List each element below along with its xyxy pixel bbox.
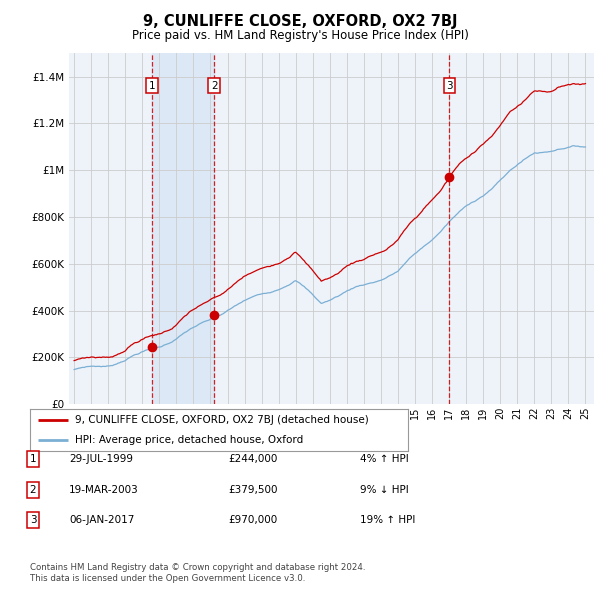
- Text: 1: 1: [149, 81, 155, 91]
- Text: 06-JAN-2017: 06-JAN-2017: [69, 516, 134, 525]
- Text: 29-JUL-1999: 29-JUL-1999: [69, 454, 133, 464]
- Text: HPI: Average price, detached house, Oxford: HPI: Average price, detached house, Oxfo…: [76, 435, 304, 445]
- Text: 19-MAR-2003: 19-MAR-2003: [69, 485, 139, 494]
- Text: 4% ↑ HPI: 4% ↑ HPI: [360, 454, 409, 464]
- Text: 3: 3: [29, 516, 37, 525]
- Text: 3: 3: [446, 81, 453, 91]
- Text: 1: 1: [29, 454, 37, 464]
- Text: £379,500: £379,500: [228, 485, 277, 494]
- Text: £244,000: £244,000: [228, 454, 277, 464]
- Text: This data is licensed under the Open Government Licence v3.0.: This data is licensed under the Open Gov…: [30, 573, 305, 583]
- Text: 2: 2: [211, 81, 218, 91]
- Text: Price paid vs. HM Land Registry's House Price Index (HPI): Price paid vs. HM Land Registry's House …: [131, 29, 469, 42]
- Text: 19% ↑ HPI: 19% ↑ HPI: [360, 516, 415, 525]
- Text: 9% ↓ HPI: 9% ↓ HPI: [360, 485, 409, 494]
- Text: Contains HM Land Registry data © Crown copyright and database right 2024.: Contains HM Land Registry data © Crown c…: [30, 563, 365, 572]
- Text: 9, CUNLIFFE CLOSE, OXFORD, OX2 7BJ: 9, CUNLIFFE CLOSE, OXFORD, OX2 7BJ: [143, 14, 457, 30]
- Text: £970,000: £970,000: [228, 516, 277, 525]
- Text: 2: 2: [29, 485, 37, 494]
- Bar: [152, 53, 214, 404]
- Text: 9, CUNLIFFE CLOSE, OXFORD, OX2 7BJ (detached house): 9, CUNLIFFE CLOSE, OXFORD, OX2 7BJ (deta…: [76, 415, 369, 425]
